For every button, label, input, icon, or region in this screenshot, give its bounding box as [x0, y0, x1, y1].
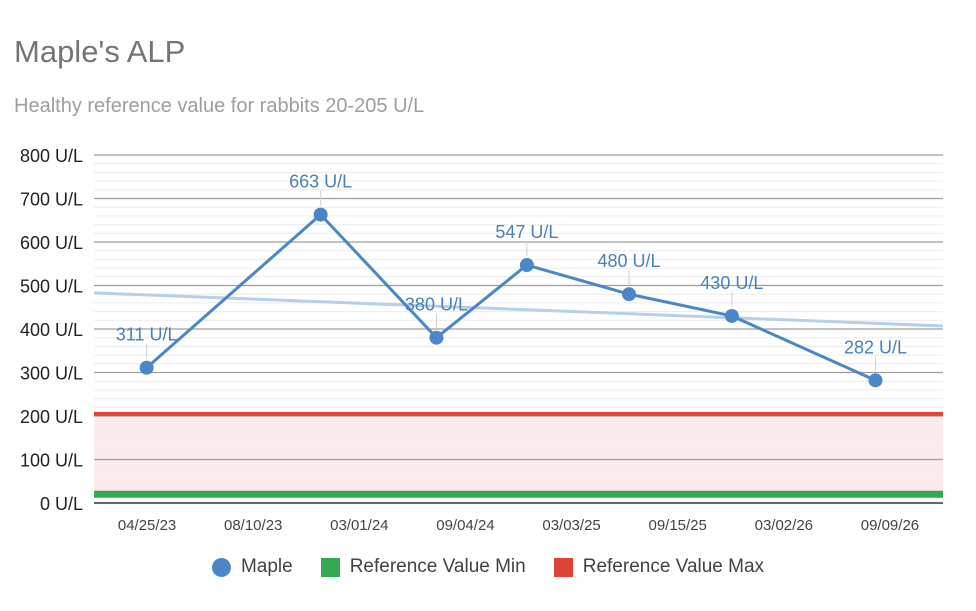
y-tick-label: 400 U/L: [20, 320, 83, 340]
data-point: [724, 308, 739, 323]
data-point: [519, 258, 534, 273]
reference-min-swatch: [320, 557, 340, 577]
legend-item-maple[interactable]: Maple: [211, 556, 293, 578]
data-label: 547 U/L: [495, 222, 558, 242]
chart-subtitle: Healthy reference value for rabbits 20-2…: [14, 95, 425, 117]
maple-swatch: [211, 557, 231, 577]
trendline: [93, 291, 944, 328]
data-point: [313, 207, 328, 222]
x-tick-label: 09/09/26: [861, 517, 919, 534]
y-tick-label: 700 U/L: [20, 190, 83, 210]
y-tick-label: 0 U/L: [40, 494, 83, 514]
x-tick-label: 03/03/25: [542, 517, 600, 534]
y-tick-label: 800 U/L: [20, 146, 83, 166]
legend-label-maple: Maple: [240, 556, 293, 577]
x-tick-label: 09/04/24: [436, 517, 494, 534]
data-label: 663 U/L: [289, 172, 352, 192]
reference-max-swatch: [553, 557, 573, 577]
legend-label-reference-max: Reference Value Max: [582, 556, 765, 577]
legend-item-reference-min[interactable]: Reference Value Min: [320, 556, 526, 578]
data-label: 311 U/L: [116, 325, 178, 345]
data-label: 430 U/L: [700, 273, 763, 293]
y-tick-label: 200 U/L: [20, 407, 83, 427]
x-tick-label: 03/02/26: [755, 517, 813, 534]
data-point: [622, 287, 637, 302]
legend-item-reference-max[interactable]: Reference Value Max: [553, 556, 765, 578]
y-tick-label: 300 U/L: [20, 364, 83, 384]
data-label: 380 U/L: [405, 295, 468, 315]
data-label: 480 U/L: [598, 251, 661, 271]
x-tick-label: 09/15/25: [648, 517, 706, 534]
data-point: [429, 330, 444, 345]
chart-title: Maple's ALP: [14, 34, 186, 69]
x-tick-label: 08/10/23: [224, 517, 282, 534]
data-label: 282 U/L: [844, 337, 907, 357]
data-point: [868, 373, 883, 388]
y-tick-label: 500 U/L: [20, 277, 83, 297]
data-point: [139, 360, 154, 375]
reference-range-band: [94, 413, 943, 495]
y-tick-label: 600 U/L: [20, 233, 83, 253]
x-tick-label: 04/25/23: [118, 517, 176, 534]
x-tick-label: 03/01/24: [330, 517, 388, 534]
chart-legend: Maple Reference Value Min Reference Valu…: [0, 556, 976, 578]
y-tick-label: 100 U/L: [20, 451, 83, 471]
legend-label-reference-min: Reference Value Min: [349, 556, 526, 577]
